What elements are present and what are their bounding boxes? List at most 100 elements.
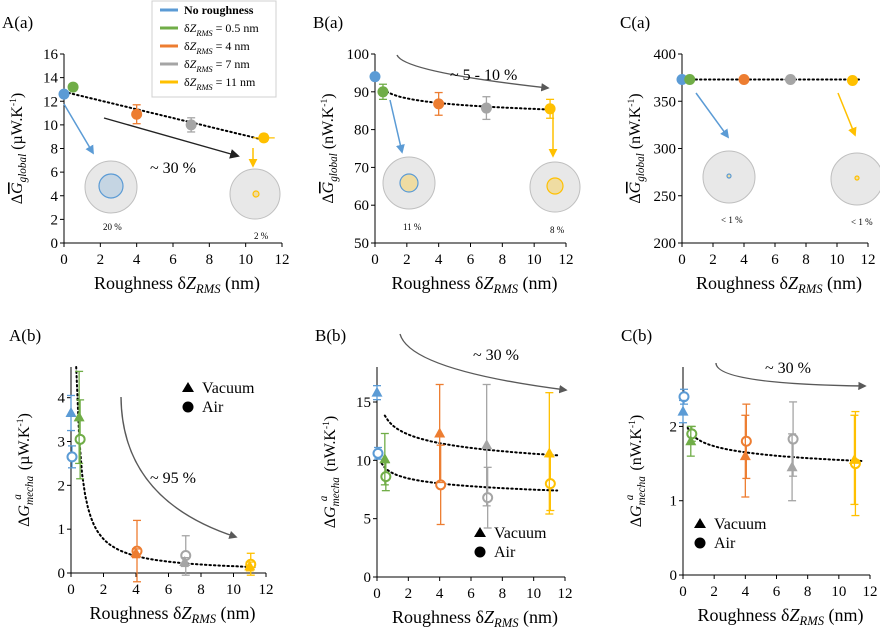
x-tick-label: 4 xyxy=(132,582,140,598)
y-tick-label: 60 xyxy=(354,198,369,214)
x-tick-label: 2 xyxy=(97,252,105,268)
legend-air-marker xyxy=(474,546,486,558)
x-tick-label: 6 xyxy=(771,252,779,268)
inner-contact xyxy=(399,173,419,193)
inner-contact xyxy=(98,173,124,199)
data-point-vacuum xyxy=(179,556,191,567)
pointer-arrow xyxy=(695,92,730,139)
y-tick-label: 4 xyxy=(51,189,59,205)
contact-percent: 11 % xyxy=(403,222,422,232)
inner-contact xyxy=(252,190,260,198)
data-point-air xyxy=(686,428,698,440)
y-tick-label: 4 xyxy=(58,391,66,407)
trend-line xyxy=(380,462,559,492)
y-tick-label: 2 xyxy=(58,478,66,494)
x-tick-label: 6 xyxy=(165,582,173,598)
x-tick-label: 8 xyxy=(802,252,810,268)
y-tick-label: 250 xyxy=(654,189,677,205)
data-point xyxy=(58,88,70,100)
trend-arrow xyxy=(715,362,867,391)
panel-label: C(b) xyxy=(621,326,652,345)
panel-Ca: 200 250 300 350 400 0 2 4 6 8 10 12 Roughness δZRMS … xyxy=(620,13,880,296)
data-point xyxy=(676,74,688,86)
data-point xyxy=(369,71,381,83)
data-point-air xyxy=(66,451,78,463)
panel-label: A(a) xyxy=(2,13,33,32)
contact-circle-right xyxy=(229,168,281,220)
legend-vacuum-label: Vacuum xyxy=(494,525,547,542)
x-tick-label: 4 xyxy=(435,252,443,268)
y-axis-label: ΔGmechaa (nW.K-1) xyxy=(624,415,648,528)
x-axis-label: Roughness δZRMS (nm) xyxy=(392,607,558,630)
data-point-air xyxy=(482,492,494,504)
data-point-air xyxy=(544,478,556,490)
legend-vacuum-marker xyxy=(694,518,706,528)
x-tick-label: 10 xyxy=(831,584,846,600)
legend-vacuum-marker xyxy=(182,382,194,392)
legend-air-label: Air xyxy=(714,535,736,552)
x-tick-label: 2 xyxy=(709,252,717,268)
data-point-vacuum xyxy=(685,435,697,446)
x-tick-label: 0 xyxy=(371,252,379,268)
data-point-vacuum xyxy=(739,450,751,461)
pointer-arrow xyxy=(389,99,405,154)
y-tick-label: 0 xyxy=(670,568,678,584)
data-point-air xyxy=(740,435,752,447)
data-point-vacuum xyxy=(786,461,798,472)
annotation: ~ 95 % xyxy=(150,470,196,487)
y-tick-label: 3 xyxy=(58,435,66,451)
y-tick-label: 0 xyxy=(364,570,372,586)
trend-line xyxy=(383,414,559,457)
contact-circle-left xyxy=(702,150,756,204)
y-tick-label: 80 xyxy=(354,123,369,139)
x-tick-label: 4 xyxy=(740,252,748,268)
x-tick-label: 10 xyxy=(527,252,542,268)
data-point-vacuum xyxy=(434,427,446,438)
data-point xyxy=(377,86,389,98)
x-tick-label: 10 xyxy=(226,582,241,598)
data-point xyxy=(738,74,750,86)
x-tick-label: 8 xyxy=(499,586,507,602)
x-axis-label: Roughness δZRMS (nm) xyxy=(698,605,864,628)
x-tick-label: 0 xyxy=(679,584,687,600)
x-tick-label: 2 xyxy=(100,582,108,598)
x-tick-label: 0 xyxy=(60,252,68,268)
x-tick-label: 6 xyxy=(467,586,475,602)
x-tick-label: 2 xyxy=(405,586,413,602)
data-point xyxy=(131,108,143,120)
data-point-air xyxy=(678,391,690,403)
x-tick-label: 8 xyxy=(499,252,507,268)
y-tick-label: 14 xyxy=(43,71,59,87)
inner-contact xyxy=(854,175,860,181)
contact-percent: 2 % xyxy=(254,231,269,241)
y-tick-label: 400 xyxy=(654,47,677,63)
y-tick-label: 0 xyxy=(51,236,59,252)
legend-vacuum-marker xyxy=(474,527,486,537)
data-point-vacuum xyxy=(244,560,256,571)
x-axis-label: Roughness δZRMS (nm) xyxy=(94,273,260,296)
x-tick-label: 0 xyxy=(373,586,381,602)
x-tick-label: 8 xyxy=(804,584,812,600)
data-point xyxy=(544,103,556,115)
panel-label: A(b) xyxy=(9,326,41,345)
y-tick-label: 8 xyxy=(51,142,59,158)
data-point-vacuum xyxy=(677,405,689,416)
contact-percent: < 1 % xyxy=(851,217,873,227)
y-tick-label: 12 xyxy=(43,94,58,110)
data-point xyxy=(185,119,197,131)
y-axis-label: ΔGglobal (nW.K-1) xyxy=(626,93,647,203)
inner-contact xyxy=(546,177,564,195)
x-tick-label: 12 xyxy=(275,252,290,268)
data-point-vacuum xyxy=(379,453,391,464)
data-point-air xyxy=(435,479,447,491)
y-tick-label: 15 xyxy=(356,395,371,411)
x-tick-label: 12 xyxy=(559,252,574,268)
y-tick-label: 350 xyxy=(654,94,677,110)
data-point xyxy=(258,132,270,144)
legend: No roughness δZRMS = 0.5 nm δZRMS = 4 nm… xyxy=(151,0,277,98)
y-axis-label: ΔGglobal (µW.K-1) xyxy=(8,93,29,205)
y-tick-label: 70 xyxy=(354,160,369,176)
